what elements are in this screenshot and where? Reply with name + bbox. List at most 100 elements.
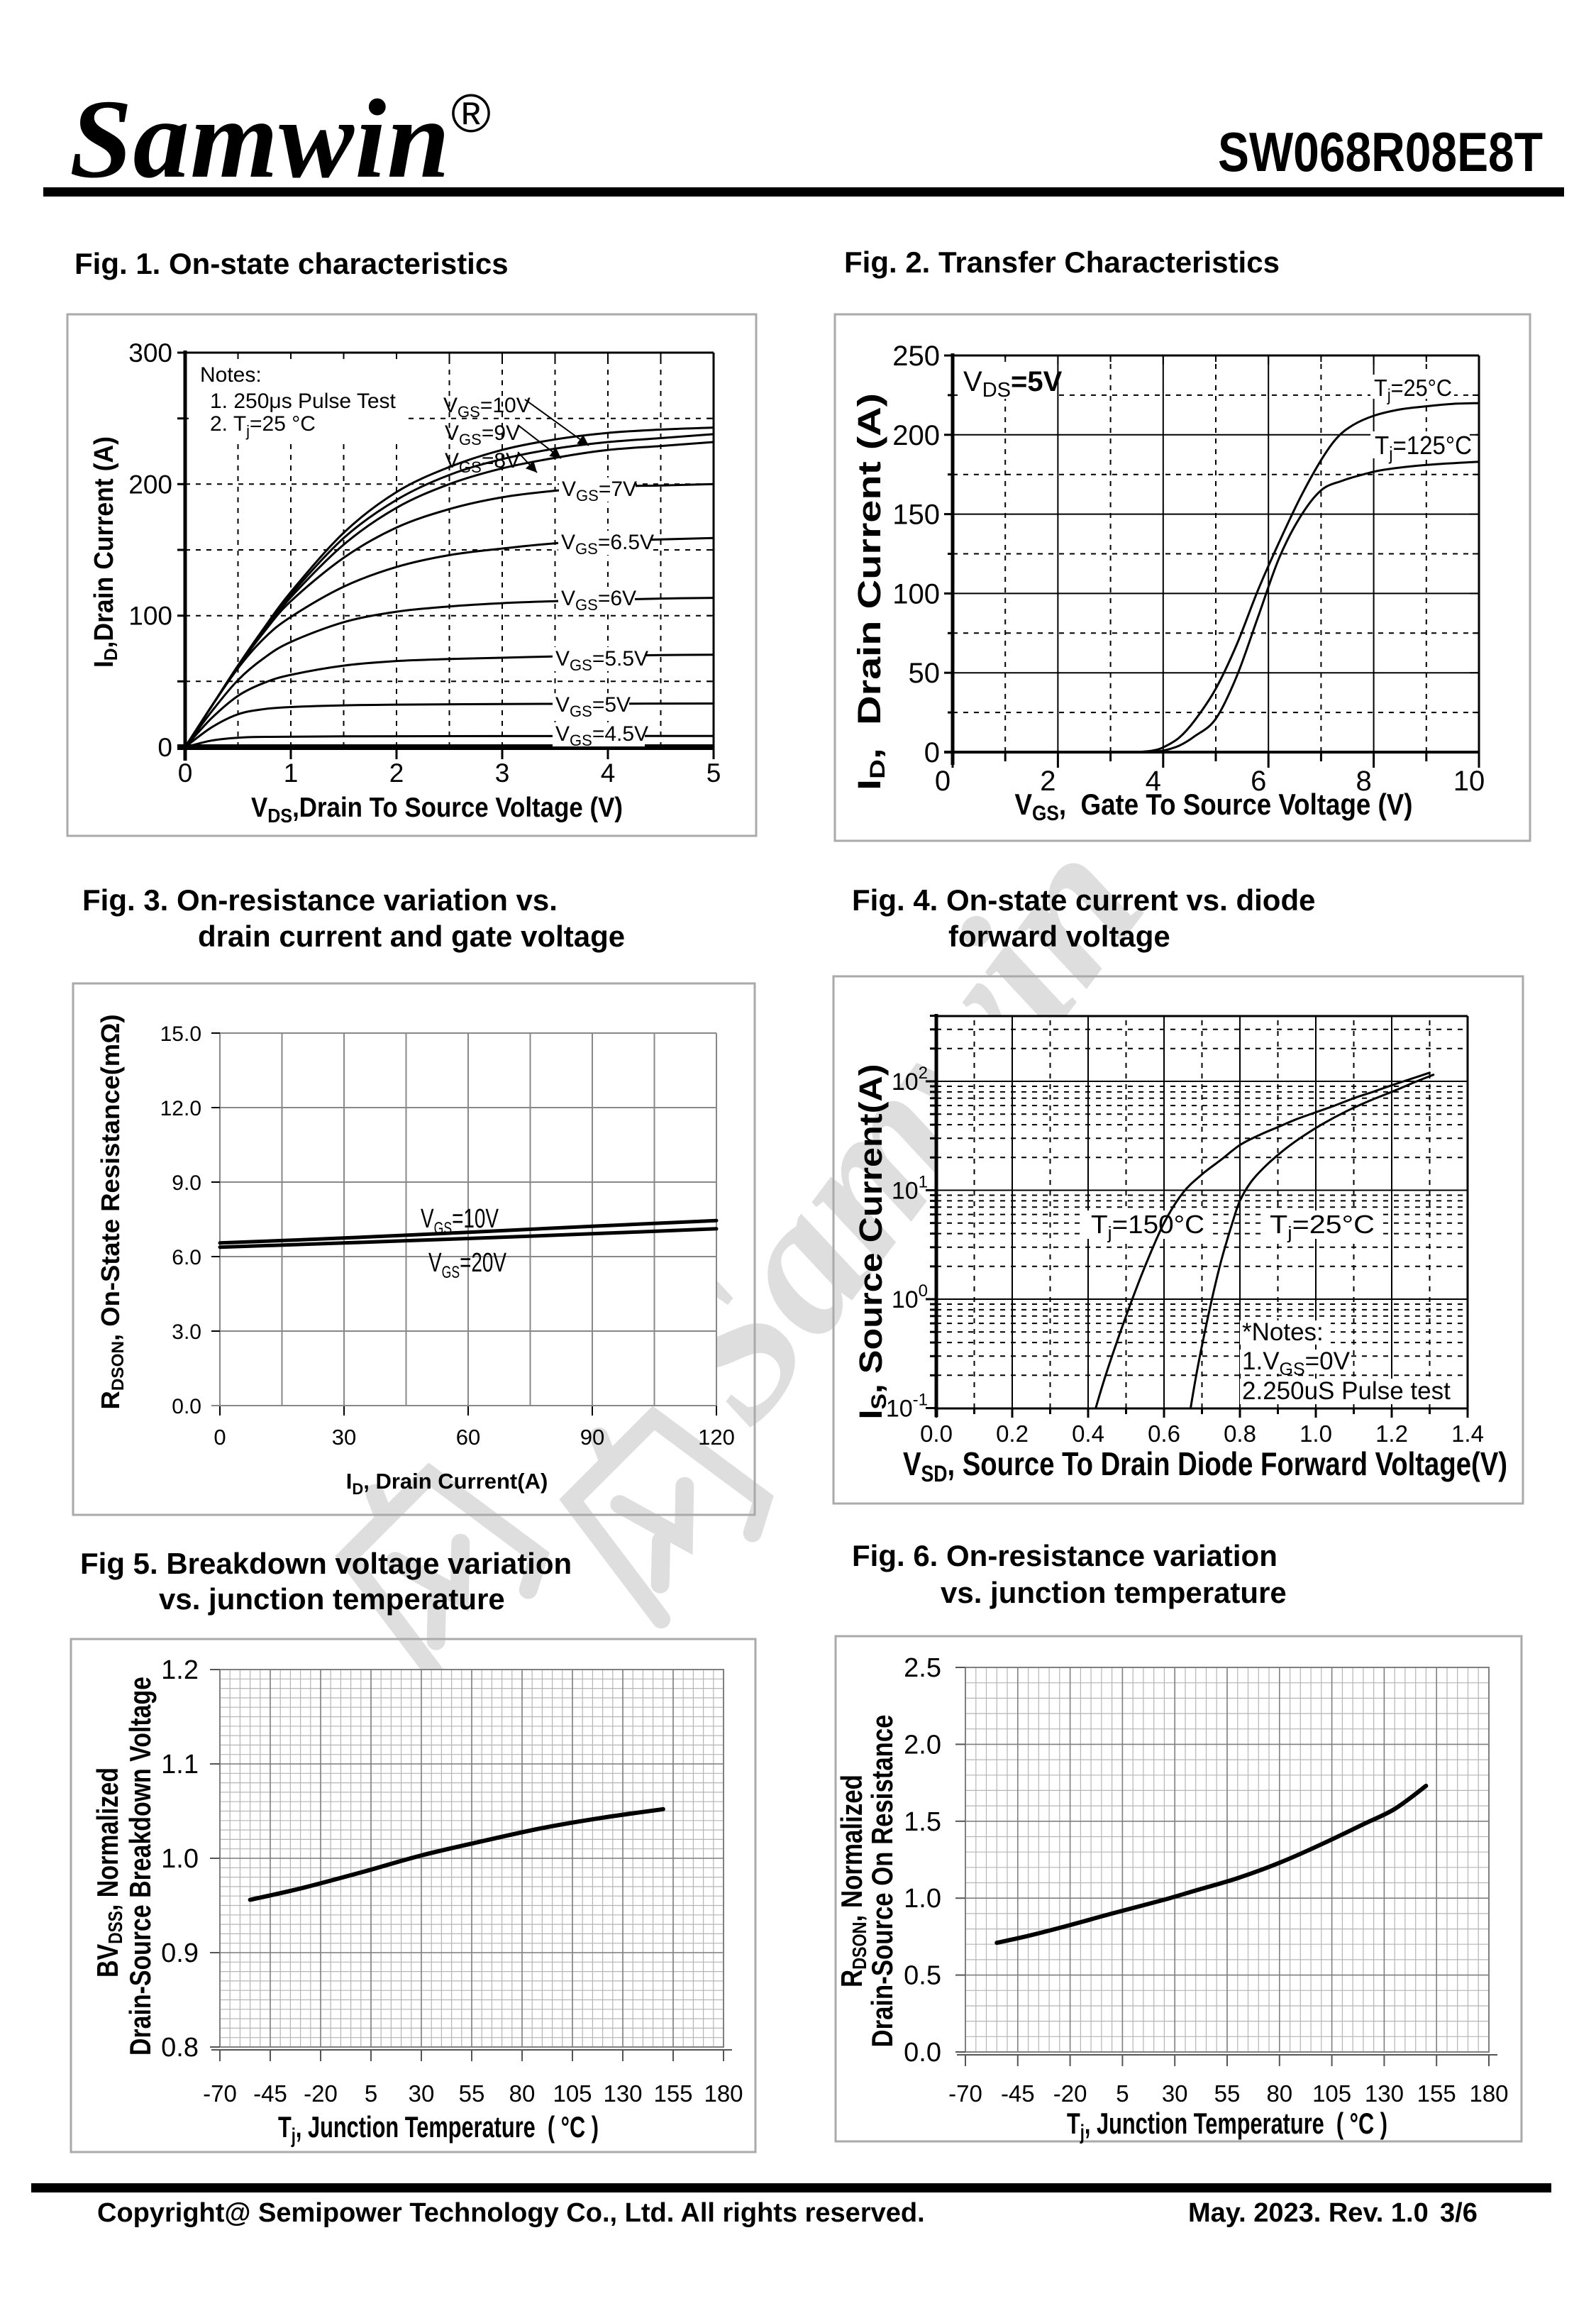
- svg-text:150: 150: [892, 500, 940, 531]
- svg-text:100: 100: [892, 578, 940, 609]
- svg-text:80: 80: [509, 2080, 536, 2107]
- svg-text:Tj=25°C: Tj=25°C: [1270, 1210, 1375, 1243]
- svg-text:130: 130: [1365, 2080, 1404, 2107]
- svg-text:0.0: 0.0: [904, 2038, 941, 2068]
- svg-text:Fig. 4. On-state current vs. d: Fig. 4. On-state current vs. diode: [852, 883, 1315, 917]
- svg-text:Fig 5. Breakdown voltage varia: Fig 5. Breakdown voltage variation: [80, 1547, 572, 1580]
- svg-text:Samwin: Samwin: [70, 77, 450, 202]
- svg-text:VGS=20V: VGS=20V: [428, 1248, 506, 1282]
- svg-text:3/6: 3/6: [1440, 2198, 1478, 2228]
- svg-text:0.6: 0.6: [1148, 1420, 1180, 1447]
- svg-text:-45: -45: [1001, 2080, 1035, 2107]
- svg-text:250: 250: [892, 341, 940, 372]
- svg-text:Fig. 2. Transfer Characteristi: Fig. 2. Transfer Characteristics: [844, 246, 1280, 279]
- svg-text:2: 2: [389, 758, 404, 788]
- svg-text:1. 250μs Pulse Test: 1. 250μs Pulse Test: [210, 390, 397, 413]
- svg-text:VDS,Drain To Source Voltage (V: VDS,Drain To Source Voltage (V): [251, 793, 623, 827]
- svg-text:2: 2: [1040, 766, 1055, 797]
- svg-text:130: 130: [603, 2080, 642, 2107]
- svg-text:80: 80: [1266, 2080, 1292, 2107]
- svg-text:155: 155: [1417, 2080, 1456, 2107]
- svg-text:®: ®: [451, 84, 491, 144]
- svg-text:1.5: 1.5: [904, 1807, 941, 1837]
- svg-text:2.0: 2.0: [904, 1730, 941, 1760]
- svg-text:VGS=9V: VGS=9V: [445, 421, 520, 448]
- svg-text:ID, Drain Current (A): ID, Drain Current (A): [851, 393, 890, 790]
- svg-text:0.5: 0.5: [904, 1961, 941, 1991]
- svg-text:120: 120: [698, 1425, 735, 1450]
- svg-text:200: 200: [128, 470, 172, 499]
- svg-text:15.0: 15.0: [160, 1022, 201, 1046]
- svg-text:0: 0: [924, 737, 940, 768]
- svg-text:VGS=6.5V: VGS=6.5V: [561, 531, 654, 558]
- svg-text:6: 6: [1251, 766, 1266, 797]
- svg-text:BVDSS, Normalized: BVDSS, Normalized: [91, 1767, 126, 1977]
- svg-text:VDS=5V: VDS=5V: [963, 366, 1063, 402]
- svg-text:May. 2023. Rev. 1.0: May. 2023. Rev. 1.0: [1188, 2198, 1429, 2228]
- svg-text:6.0: 6.0: [172, 1246, 201, 1269]
- svg-text:30: 30: [332, 1425, 356, 1450]
- svg-text:Tj, Junction Temperature ( °C: Tj, Junction Temperature ( °C ): [1067, 2107, 1387, 2144]
- svg-text:-70: -70: [948, 2080, 982, 2107]
- svg-text:Drain-Source On Resistance: Drain-Source On Resistance: [865, 1715, 899, 2048]
- svg-text:Fig. 1. On-state characteristi: Fig. 1. On-state characteristics: [74, 247, 509, 280]
- svg-text:100: 100: [128, 602, 172, 631]
- svg-text:VSD, Source To Drain Diode For: VSD, Source To Drain Diode Forward Volta…: [903, 1445, 1507, 1486]
- svg-text:VGS=6V: VGS=6V: [561, 587, 636, 614]
- svg-text:4: 4: [1146, 766, 1161, 797]
- svg-text:1.0: 1.0: [904, 1884, 941, 1914]
- svg-text:1.0: 1.0: [1299, 1420, 1332, 1447]
- svg-text:1.2: 1.2: [161, 1655, 199, 1685]
- svg-text:SW068R08E8T: SW068R08E8T: [1218, 121, 1543, 183]
- svg-text:180: 180: [1469, 2080, 1508, 2107]
- svg-text:0: 0: [214, 1425, 226, 1450]
- svg-text:60: 60: [456, 1425, 480, 1450]
- svg-text:2.250uS Pulse test: 2.250uS Pulse test: [1242, 1377, 1451, 1405]
- svg-text:forward voltage: forward voltage: [948, 920, 1170, 953]
- svg-text:8: 8: [1356, 766, 1371, 797]
- svg-text:0.0: 0.0: [172, 1395, 201, 1418]
- svg-text:5: 5: [365, 2080, 377, 2107]
- svg-text:0.8: 0.8: [1224, 1420, 1256, 1447]
- svg-text:-20: -20: [1053, 2080, 1087, 2107]
- svg-text:180: 180: [704, 2080, 743, 2107]
- svg-text:100: 100: [892, 1281, 928, 1313]
- svg-text:1.0: 1.0: [161, 1844, 199, 1874]
- svg-text:VGS=5.5V: VGS=5.5V: [555, 647, 648, 674]
- svg-text:drain current and gate voltage: drain current and gate voltage: [198, 920, 625, 953]
- svg-text:155: 155: [653, 2080, 692, 2107]
- svg-text:VGS=7V: VGS=7V: [562, 478, 637, 504]
- svg-text:VGS, Gate To Source Voltage (: VGS, Gate To Source Voltage (V): [1015, 788, 1413, 825]
- svg-text:-70: -70: [203, 2080, 237, 2107]
- svg-text:vs. junction temperature: vs. junction temperature: [159, 1582, 505, 1616]
- svg-text:1.4: 1.4: [1451, 1420, 1484, 1447]
- svg-text:-20: -20: [304, 2080, 338, 2107]
- svg-text:105: 105: [1312, 2080, 1351, 2107]
- svg-text:30: 30: [409, 2080, 435, 2107]
- svg-text:VGS=10V: VGS=10V: [443, 394, 531, 421]
- svg-text:0.9: 0.9: [161, 1938, 199, 1968]
- svg-text:300: 300: [128, 338, 172, 368]
- svg-text:0: 0: [157, 733, 172, 762]
- svg-text:55: 55: [459, 2080, 485, 2107]
- svg-text:0.0: 0.0: [920, 1420, 953, 1447]
- svg-text:Notes:: Notes:: [200, 363, 262, 387]
- svg-text:105: 105: [553, 2080, 592, 2107]
- svg-text:12.0: 12.0: [160, 1097, 201, 1120]
- svg-text:Tj=25°C: Tj=25°C: [1374, 375, 1452, 405]
- svg-text:0.2: 0.2: [996, 1420, 1029, 1447]
- svg-text:55: 55: [1214, 2080, 1241, 2107]
- svg-text:Fig. 6. On-resistance variatio: Fig. 6. On-resistance variation: [852, 1539, 1278, 1572]
- svg-text:9.0: 9.0: [172, 1171, 201, 1195]
- svg-text:vs. junction temperature: vs. junction temperature: [941, 1576, 1287, 1609]
- svg-text:VGS=8V: VGS=8V: [445, 449, 520, 476]
- svg-text:0.8: 0.8: [161, 2033, 199, 2063]
- svg-text:VGS=4.5V: VGS=4.5V: [555, 722, 648, 749]
- svg-text:2. Tj=25 °C: 2. Tj=25 °C: [210, 412, 316, 440]
- svg-text:5: 5: [706, 758, 721, 788]
- svg-text:5: 5: [1116, 2080, 1129, 2107]
- svg-text:3.0: 3.0: [172, 1320, 201, 1344]
- svg-text:ID, Drain Current(A): ID, Drain Current(A): [346, 1469, 548, 1498]
- svg-text:1: 1: [284, 758, 299, 788]
- svg-text:10: 10: [1453, 766, 1485, 797]
